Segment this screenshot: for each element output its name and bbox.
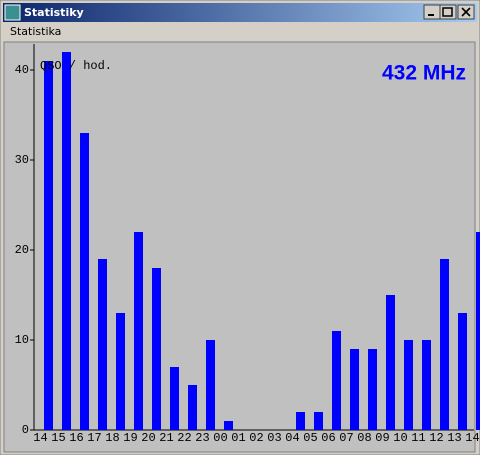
x-tick-label: 16 bbox=[69, 431, 83, 445]
bar bbox=[296, 412, 305, 430]
x-tick-label: 19 bbox=[123, 431, 137, 445]
bar bbox=[116, 313, 125, 430]
bar bbox=[458, 313, 467, 430]
minimize-button[interactable] bbox=[423, 4, 441, 20]
window-buttons bbox=[423, 4, 475, 20]
y-tick-label: 30 bbox=[15, 153, 29, 167]
x-tick-label: 09 bbox=[375, 431, 389, 445]
x-tick-label: 13 bbox=[447, 431, 461, 445]
x-tick-label: 20 bbox=[141, 431, 155, 445]
x-tick-label: 18 bbox=[105, 431, 119, 445]
y-tick-label: 10 bbox=[15, 333, 29, 347]
menu-item[interactable]: Statistika bbox=[10, 25, 61, 38]
bar bbox=[206, 340, 215, 430]
bar bbox=[476, 232, 480, 430]
x-tick-label: 15 bbox=[51, 431, 65, 445]
x-tick-label: 06 bbox=[321, 431, 335, 445]
x-tick-label: 10 bbox=[393, 431, 407, 445]
bar bbox=[368, 349, 377, 430]
x-tick-label: 02 bbox=[249, 431, 263, 445]
x-tick-label: 01 bbox=[231, 431, 245, 445]
app-icon[interactable] bbox=[4, 4, 21, 21]
x-tick-label: 03 bbox=[267, 431, 281, 445]
bar bbox=[170, 367, 179, 430]
x-tick-label: 05 bbox=[303, 431, 317, 445]
x-tick-label: 21 bbox=[159, 431, 173, 445]
bar bbox=[422, 340, 431, 430]
window-title: Statistiky bbox=[24, 6, 84, 19]
x-tick-label: 14 bbox=[33, 431, 47, 445]
plot: 0 10 20 30 40 14 15 16 17 18 19 20 21 22 23 00 01 02 03 04 0… bbox=[15, 52, 480, 445]
bar bbox=[152, 268, 161, 430]
y-tick-label: 0 bbox=[22, 423, 29, 437]
bar bbox=[440, 259, 449, 430]
x-tick-label: 12 bbox=[429, 431, 443, 445]
x-tick-label: 11 bbox=[411, 431, 425, 445]
x-tick-label: 22 bbox=[177, 431, 191, 445]
bar bbox=[134, 232, 143, 430]
bar bbox=[332, 331, 341, 430]
bar bbox=[350, 349, 359, 430]
x-tick-label: 00 bbox=[213, 431, 227, 445]
bar bbox=[62, 52, 71, 430]
x-tick-label: 23 bbox=[195, 431, 209, 445]
maximize-icon bbox=[442, 7, 453, 17]
bar bbox=[386, 295, 395, 430]
x-tick-label: 17 bbox=[87, 431, 101, 445]
x-tick-label: 08 bbox=[357, 431, 371, 445]
bar bbox=[314, 412, 323, 430]
y-axis-label: QSO / hod. bbox=[40, 59, 112, 73]
x-tick-label: 04 bbox=[285, 431, 299, 445]
bar bbox=[188, 385, 197, 430]
bar bbox=[404, 340, 413, 430]
bar bbox=[44, 61, 53, 430]
y-tick-label: 20 bbox=[15, 243, 29, 257]
title-bar bbox=[3, 3, 477, 22]
x-tick-label: 14 bbox=[465, 431, 479, 445]
y-tick-label: 40 bbox=[15, 63, 29, 77]
bar bbox=[80, 133, 89, 430]
bar bbox=[224, 421, 233, 430]
x-tick-label: 07 bbox=[339, 431, 353, 445]
chart-title: 432 MHz bbox=[382, 62, 466, 85]
bar bbox=[98, 259, 107, 430]
close-icon bbox=[461, 7, 471, 17]
